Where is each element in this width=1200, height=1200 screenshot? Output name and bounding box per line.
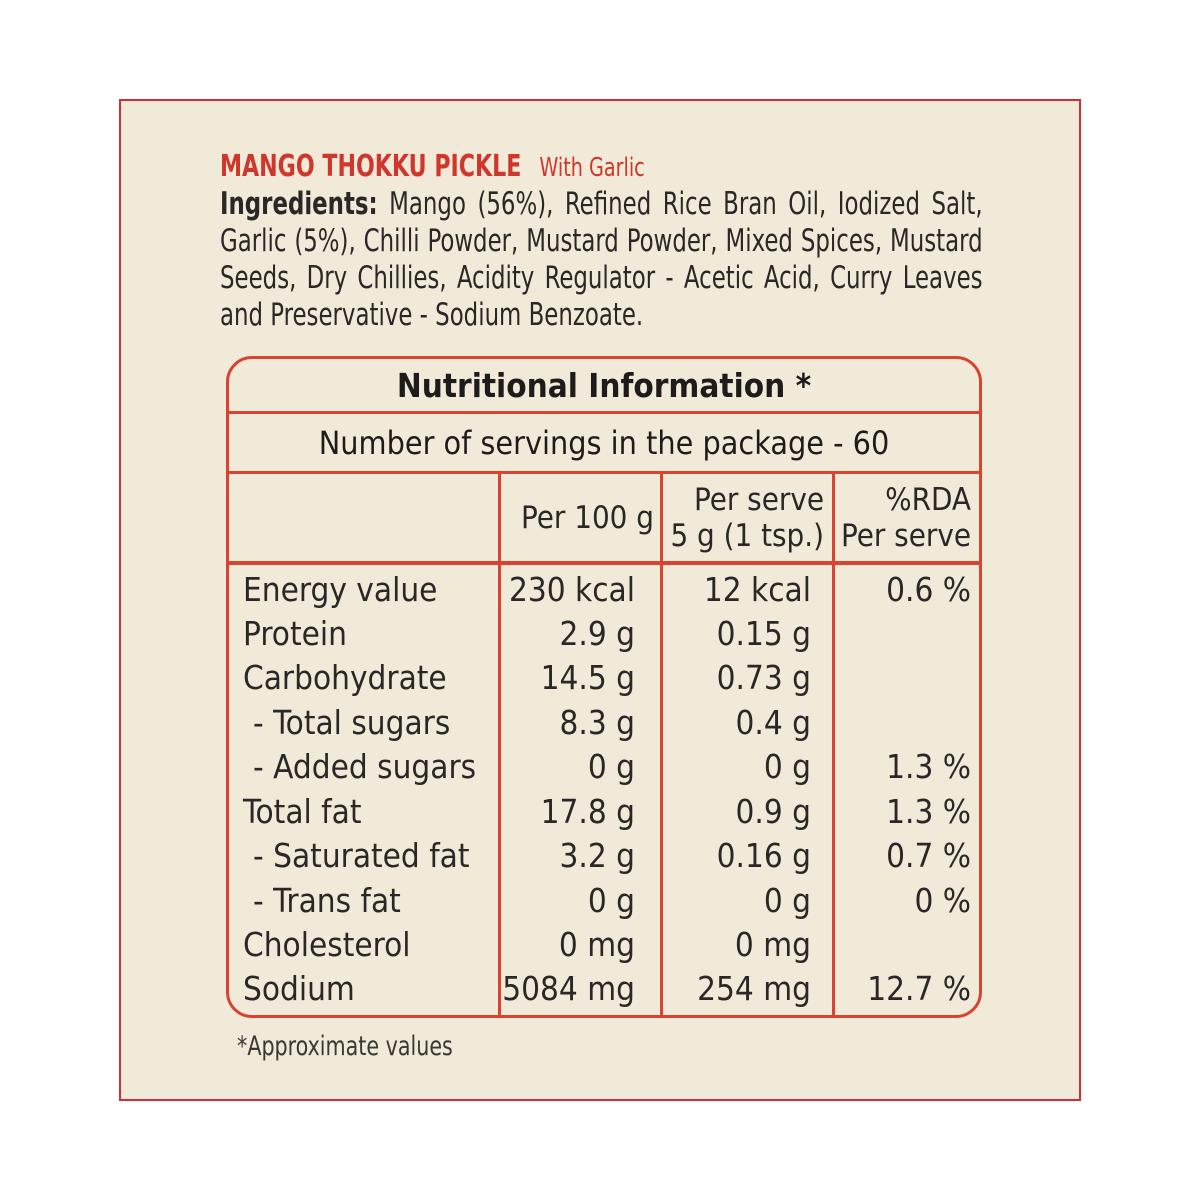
- ingredients-list: Mango (56%), Refined Rice Bran Oil, Iodi…: [220, 186, 983, 333]
- nutrient-name: - Trans fat: [253, 881, 401, 920]
- nutrition-table: Nutritional Information * Number of serv…: [226, 356, 982, 1018]
- value-per-serve: 0 g: [763, 747, 811, 786]
- product-variant: With Garlic: [539, 153, 645, 183]
- product-title: MANGO THOKKU PICKLE With Garlic: [220, 149, 645, 184]
- value-per-serve: 0.4 g: [735, 703, 811, 742]
- table-row: Protein 2.9 g 0.15 g: [229, 614, 979, 659]
- nutrient-name: Energy value: [243, 570, 438, 609]
- value-rda: 0.6 %: [886, 570, 971, 609]
- header-per-serve-line2: 5 g (1 tsp.): [670, 517, 824, 554]
- nutrient-name: - Saturated fat: [253, 836, 470, 875]
- column-divider: [832, 474, 835, 1015]
- value-rda: 1.3 %: [886, 747, 971, 786]
- value-rda: 0.7 %: [886, 836, 971, 875]
- servings-count: Number of servings in the package - 60: [229, 414, 979, 474]
- value-per-100g: 5084 mg: [502, 969, 635, 1008]
- value-per-100g: 2.9 g: [559, 614, 635, 653]
- header-rda-line2: Per serve: [840, 517, 971, 554]
- nutrient-name: Total fat: [243, 792, 362, 831]
- value-per-serve: 0.9 g: [735, 792, 811, 831]
- value-per-100g: 17.8 g: [540, 792, 635, 831]
- header-per-serve: Per serve 5 g (1 tsp.): [663, 474, 832, 561]
- nutrient-name: Carbohydrate: [243, 658, 447, 697]
- nutrient-name: Sodium: [243, 969, 355, 1008]
- nutrition-title: Nutritional Information *: [229, 359, 979, 414]
- column-divider: [660, 474, 663, 1015]
- header-rda-line1: %RDA: [885, 481, 971, 518]
- value-per-100g: 0 mg: [558, 925, 635, 964]
- nutrient-name: - Added sugars: [253, 747, 477, 786]
- header-per-100g: Per 100 g: [501, 474, 660, 561]
- value-per-serve: 0.73 g: [716, 658, 811, 697]
- nutrient-name: Protein: [243, 614, 347, 653]
- value-per-100g: 14.5 g: [540, 658, 635, 697]
- nutrient-name: Cholesterol: [243, 925, 411, 964]
- table-row: - Added sugars 0 g 0 g 1.3 %: [229, 747, 979, 792]
- product-name: MANGO THOKKU PICKLE: [220, 149, 522, 184]
- value-rda: 12.7 %: [867, 969, 971, 1008]
- value-per-100g: 3.2 g: [559, 836, 635, 875]
- value-per-serve: 12 kcal: [703, 570, 811, 609]
- table-row: Total fat 17.8 g 0.9 g 1.3 %: [229, 792, 979, 837]
- value-per-100g: 0 g: [587, 747, 635, 786]
- footnote: *Approximate values: [237, 1031, 453, 1062]
- value-rda: 1.3 %: [886, 792, 971, 831]
- table-row: - Trans fat 0 g 0 g 0 %: [229, 881, 979, 926]
- value-rda: 0 %: [914, 881, 971, 920]
- header-divider: [229, 561, 979, 565]
- value-per-100g: 0 g: [587, 881, 635, 920]
- nutrition-grid: Per 100 g Per serve 5 g (1 tsp.) %RDA Pe…: [229, 474, 979, 1015]
- value-per-serve: 0 g: [763, 881, 811, 920]
- nutrient-name: - Total sugars: [253, 703, 451, 742]
- table-row: - Saturated fat 3.2 g 0.16 g 0.7 %: [229, 836, 979, 881]
- ingredients-text: Ingredients: Mango (56%), Refined Rice B…: [220, 186, 983, 334]
- table-row: Energy value 230 kcal 12 kcal 0.6 %: [229, 570, 979, 615]
- value-per-100g: 230 kcal: [508, 570, 635, 609]
- table-row: Carbohydrate 14.5 g 0.73 g: [229, 658, 979, 703]
- table-row: Sodium 5084 mg 254 mg 12.7 %: [229, 969, 979, 1014]
- value-per-100g: 8.3 g: [559, 703, 635, 742]
- table-row: Cholesterol 0 mg 0 mg: [229, 925, 979, 970]
- header-rda: %RDA Per serve: [835, 474, 979, 561]
- value-per-serve: 254 mg: [697, 969, 811, 1008]
- nutrition-label-panel: MANGO THOKKU PICKLE With Garlic Ingredien…: [119, 99, 1081, 1101]
- header-per-serve-line1: Per serve: [693, 481, 824, 518]
- table-row: - Total sugars 8.3 g 0.4 g: [229, 703, 979, 748]
- header-per-100g-label: Per 100 g: [521, 499, 654, 536]
- value-per-serve: 0.15 g: [716, 614, 811, 653]
- value-per-serve: 0.16 g: [716, 836, 811, 875]
- ingredients-label: Ingredients:: [220, 186, 378, 222]
- column-divider: [498, 474, 501, 1015]
- value-per-serve: 0 mg: [734, 925, 811, 964]
